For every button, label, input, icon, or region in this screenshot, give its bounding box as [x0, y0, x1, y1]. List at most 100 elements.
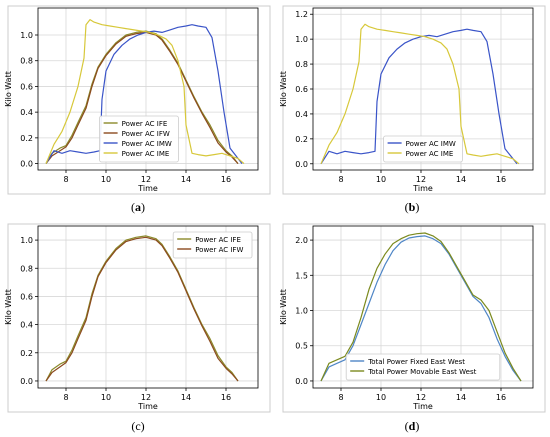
plot-area [312, 7, 534, 171]
x-tick-label: 12 [141, 175, 151, 184]
legend-label: Power AC IFE [122, 120, 168, 128]
legend-box [99, 115, 179, 163]
x-tick-label: 10 [101, 175, 111, 184]
legend: Power AC IFE Power AC IFW [172, 231, 253, 259]
x-axis-label: Time [137, 402, 158, 411]
x-tick-label: 16 [496, 393, 506, 402]
series-line-fixed_ew [320, 235, 522, 382]
y-axis-label: Kilo Watt [4, 71, 13, 107]
chart-panel-c: 0.0 0.2 0.4 0.6 0.8 1.0 8 10 12 14 16 Time Kilo Watt… [4, 223, 271, 413]
y-tick-label: 0.2 [20, 134, 33, 143]
y-tick-label: 0.2 [20, 349, 33, 358]
x-tick-label: 12 [416, 393, 426, 402]
y-tick-label: 0.4 [295, 110, 308, 119]
y-tick-label: 0.0 [295, 160, 308, 169]
x-tick-label: 8 [63, 393, 68, 402]
series-line-IFW [45, 31, 239, 165]
x-tick-label: 10 [376, 393, 386, 402]
legend: Power AC IMW Power AC IME [383, 135, 463, 163]
chart-panel-a: 0.0 0.2 0.4 0.6 0.8 1.0 8 10 12 14 16 Time Kilo Watt… [4, 5, 271, 195]
caption-letter: b [408, 200, 416, 214]
legend-label: Power AC IME [406, 150, 454, 158]
series-line-IME [45, 19, 245, 165]
caption-letter: c [135, 419, 141, 433]
series-line-IFE [45, 30, 239, 164]
x-tick-label: 14 [181, 393, 191, 402]
legend-label: Power AC IFW [195, 246, 243, 254]
y-tick-label: 1.2 [295, 10, 308, 19]
x-tick-label: 16 [221, 393, 231, 402]
legend-label: Total Power Movable East West [367, 368, 476, 376]
legend-label: Power AC IMW [406, 140, 456, 148]
y-tick-label: 0.2 [295, 135, 308, 144]
legend-label: Power AC IFW [122, 130, 170, 138]
legend-box [172, 231, 253, 259]
caption-letter: a [135, 200, 141, 214]
y-tick-label: 0.0 [295, 377, 308, 386]
legend-label: Total Power Fixed East West [367, 358, 465, 366]
y-tick-label: 0.0 [20, 160, 33, 169]
x-axis-label: Time [412, 402, 433, 411]
y-tick-label: 0.8 [20, 264, 33, 273]
grid [38, 226, 258, 388]
legend-label: Power AC IMW [122, 140, 172, 148]
x-tick-label: 8 [63, 175, 68, 184]
y-tick-label: 0.6 [20, 292, 33, 301]
y-axis-label: Kilo Watt [279, 71, 288, 107]
y-tick-label: 1.0 [295, 307, 308, 316]
legend-box [345, 353, 501, 381]
x-tick-label: 14 [456, 393, 466, 402]
y-tick-label: 2.0 [295, 236, 308, 245]
series-line-IMW [320, 28, 518, 165]
y-axis-label: Kilo Watt [279, 289, 288, 325]
series-line-IFE [45, 235, 239, 382]
caption-letter: d [408, 419, 416, 433]
legend: Total Power Fixed East West Total Power M… [345, 353, 501, 381]
x-tick-label: 16 [496, 175, 506, 184]
y-tick-label: 1.5 [295, 271, 308, 280]
x-tick-label: 14 [456, 175, 466, 184]
y-tick-label: 0.4 [20, 321, 33, 330]
chart-panel-d: 0.0 0.5 1.0 1.5 2.0 8 10 12 14 16 Time Kilo Watt Tot… [279, 223, 546, 413]
plot-area [37, 7, 259, 171]
y-axis-label: Kilo Watt [4, 289, 13, 325]
series-line-IME [320, 23, 520, 165]
x-tick-label: 12 [141, 393, 151, 402]
y-tick-label: 0.8 [20, 57, 33, 66]
caption-d: (d) [404, 419, 420, 433]
panel-frame [282, 223, 546, 413]
y-tick-label: 1.0 [295, 35, 308, 44]
legend-label: Power AC IFE [195, 236, 241, 244]
y-tick-label: 0.6 [295, 85, 308, 94]
plot-area [312, 225, 534, 389]
legend: Power AC IFE Power AC IFW Power AC IMW Powe… [99, 115, 179, 163]
plot-area [37, 225, 259, 389]
x-axis-label: Time [412, 184, 433, 193]
x-tick-label: 8 [338, 393, 343, 402]
caption-b: (b) [404, 200, 420, 214]
y-tick-label: 0.8 [295, 60, 308, 69]
x-axis-label: Time [137, 184, 158, 193]
x-tick-label: 8 [338, 175, 343, 184]
x-tick-label: 16 [221, 175, 231, 184]
y-tick-label: 0.0 [20, 377, 33, 386]
series-line-IFW [45, 236, 239, 382]
y-tick-label: 0.5 [295, 342, 308, 351]
panel-frame [282, 5, 546, 195]
x-tick-label: 12 [416, 175, 426, 184]
y-tick-label: 0.4 [20, 108, 33, 117]
caption-a: (a) [131, 200, 145, 214]
legend-label: Power AC IME [122, 150, 170, 158]
y-tick-label: 0.6 [20, 82, 33, 91]
chart-panel-b: 0.0 0.2 0.4 0.6 0.8 1.0 1.2 8 10 12 14 16 Time Kilo W… [279, 5, 546, 195]
x-tick-label: 14 [181, 175, 191, 184]
grid [38, 8, 258, 170]
caption-c: (c) [131, 419, 145, 433]
x-tick-label: 10 [376, 175, 386, 184]
y-tick-label: 1.0 [20, 236, 33, 245]
series-line-movable_ew [320, 232, 522, 382]
legend-box [383, 135, 463, 163]
series-line-IMW [45, 24, 243, 164]
x-tick-label: 10 [101, 393, 111, 402]
